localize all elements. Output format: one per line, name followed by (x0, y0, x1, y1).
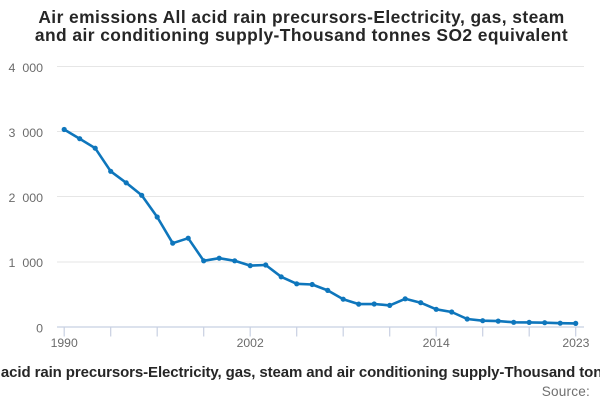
svg-text:2014: 2014 (423, 336, 450, 350)
svg-text:4 000: 4 000 (9, 61, 44, 75)
svg-text:2023: 2023 (562, 336, 589, 350)
svg-text:1 000: 1 000 (9, 256, 44, 270)
svg-text:1990: 1990 (51, 336, 78, 350)
svg-text:2 000: 2 000 (9, 191, 44, 205)
svg-text:3 000: 3 000 (9, 126, 44, 140)
svg-text:2002: 2002 (237, 336, 264, 350)
svg-text:0: 0 (36, 321, 43, 335)
